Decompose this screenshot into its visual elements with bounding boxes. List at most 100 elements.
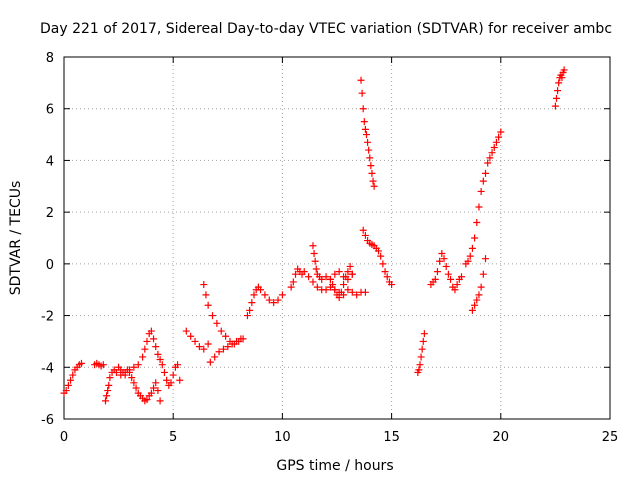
- x-tick-label: 10: [274, 430, 291, 445]
- data-point: [64, 381, 72, 389]
- data-point: [436, 257, 444, 265]
- data-point: [477, 283, 485, 291]
- y-tick-label: 4: [46, 154, 54, 169]
- data-point: [163, 376, 171, 384]
- data-point: [379, 260, 387, 268]
- data-point: [99, 361, 107, 369]
- data-point: [209, 312, 217, 320]
- data-point: [377, 252, 385, 260]
- data-point: [433, 268, 441, 276]
- data-point: [420, 330, 428, 338]
- data-point: [105, 381, 113, 389]
- data-point: [453, 281, 461, 289]
- data-point: [215, 348, 223, 356]
- data-point: [313, 283, 321, 291]
- y-tick-label: -2: [41, 310, 54, 325]
- series-seg5: [156, 356, 184, 389]
- series-seg2: [91, 359, 107, 370]
- data-point: [479, 270, 487, 278]
- series-seg16: [427, 250, 465, 294]
- data-point: [69, 371, 77, 379]
- data-point: [360, 118, 368, 126]
- data-point: [477, 187, 485, 195]
- data-point: [147, 327, 155, 335]
- data-point: [152, 379, 160, 387]
- data-point: [359, 105, 367, 113]
- data-point: [348, 270, 356, 278]
- data-point: [362, 131, 370, 139]
- data-point: [497, 128, 505, 136]
- data-point: [246, 306, 254, 314]
- data-point: [248, 299, 256, 307]
- data-point: [237, 335, 245, 343]
- data-point: [346, 262, 354, 270]
- data-point: [169, 371, 177, 379]
- data-point: [486, 154, 494, 162]
- data-point: [143, 337, 151, 345]
- data-points: [60, 66, 568, 405]
- data-point: [112, 368, 120, 376]
- chart-title: Day 221 of 2017, Sidereal Day-to-day VTE…: [40, 21, 612, 37]
- data-point: [156, 356, 164, 364]
- data-point: [309, 278, 317, 286]
- data-point: [292, 270, 300, 278]
- data-point: [457, 273, 465, 281]
- data-point: [331, 286, 339, 294]
- data-point: [364, 138, 372, 146]
- data-point: [473, 296, 481, 304]
- series-seg9: [243, 283, 286, 320]
- data-point: [187, 332, 195, 340]
- data-point: [366, 154, 374, 162]
- data-point: [331, 270, 339, 278]
- data-point: [206, 358, 214, 366]
- data-point: [312, 265, 320, 273]
- data-point: [329, 281, 337, 289]
- data-point: [357, 76, 365, 84]
- data-point: [174, 361, 182, 369]
- series-seg6: [182, 327, 212, 353]
- data-point: [344, 286, 352, 294]
- x-tick-label: 15: [383, 430, 400, 445]
- data-point: [415, 366, 423, 374]
- data-point: [200, 281, 208, 289]
- series-seg14: [359, 226, 396, 289]
- data-point: [431, 275, 439, 283]
- data-point: [126, 366, 134, 374]
- data-point: [388, 281, 396, 289]
- data-point: [200, 345, 208, 353]
- data-point: [191, 337, 199, 345]
- data-point: [305, 273, 313, 281]
- data-point: [479, 177, 487, 185]
- data-point: [243, 312, 251, 320]
- data-point: [182, 327, 190, 335]
- data-point: [167, 379, 175, 387]
- data-point: [416, 361, 424, 369]
- data-point: [368, 169, 376, 177]
- data-point: [335, 268, 343, 276]
- data-point: [139, 353, 147, 361]
- data-point: [361, 125, 369, 133]
- plot-frame: [63, 56, 611, 420]
- data-point: [560, 66, 568, 74]
- data-point: [383, 273, 391, 281]
- data-point: [128, 374, 136, 382]
- grid: [64, 57, 610, 419]
- data-point: [466, 252, 474, 260]
- x-tick-label: 25: [602, 430, 619, 445]
- data-point: [265, 296, 273, 304]
- data-point: [311, 257, 319, 265]
- data-point: [222, 332, 230, 340]
- data-point: [335, 293, 343, 301]
- series-seg19: [551, 66, 568, 110]
- data-point: [101, 397, 109, 405]
- data-point: [475, 291, 483, 299]
- series-seg1: [60, 359, 85, 397]
- data-point: [558, 74, 566, 82]
- data-point: [344, 268, 352, 276]
- data-point: [104, 387, 112, 395]
- data-point: [318, 275, 326, 283]
- series-seg8: [206, 335, 245, 366]
- data-point: [106, 374, 114, 382]
